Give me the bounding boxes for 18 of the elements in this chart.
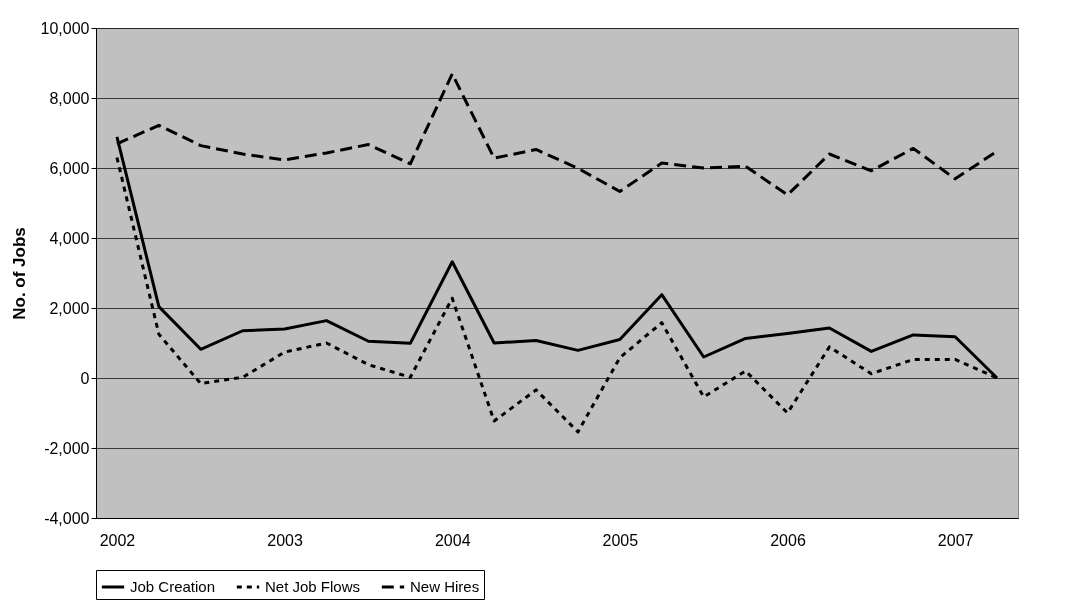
legend-label: Job Creation — [130, 578, 216, 595]
x-tick-label: 2006 — [770, 531, 806, 549]
y-tick-label: 10,000 — [40, 19, 90, 37]
y-tick-label: -2,000 — [44, 439, 90, 457]
legend-label: Net Job Flows — [265, 578, 361, 595]
y-axis-title: No. of Jobs — [9, 227, 29, 320]
y-tick-label: -4,000 — [44, 509, 90, 527]
x-tick-label: 2007 — [937, 531, 974, 549]
y-tick-label: 2,000 — [49, 299, 90, 317]
y-tick-label: 8,000 — [49, 89, 90, 107]
x-tick-label: 2004 — [434, 531, 471, 549]
x-tick-label: 2002 — [99, 531, 136, 549]
x-tick-label: 2005 — [602, 531, 639, 549]
y-tick-label: 6,000 — [49, 159, 90, 177]
y-tick-label: 0 — [80, 369, 90, 387]
y-tick-label: 4,000 — [49, 229, 90, 247]
x-tick-label: 2003 — [267, 531, 303, 549]
legend-label: New Hires — [410, 578, 480, 595]
